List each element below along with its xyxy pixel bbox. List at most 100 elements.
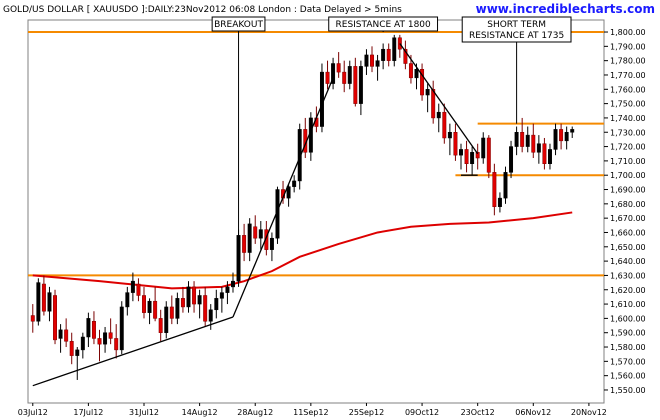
candle [231, 272, 235, 293]
y-tick-label: 1,710.00 [610, 157, 646, 166]
candle [442, 103, 447, 144]
candle-body [319, 71, 324, 127]
candle [125, 286, 130, 316]
x-tick-label: 17Jul12 [73, 408, 103, 417]
candle [470, 146, 475, 176]
y-tick-label: 1,580.00 [610, 343, 646, 352]
y-tick-label: 1,690.00 [610, 186, 646, 195]
candle-body [425, 89, 430, 96]
candle [548, 143, 552, 170]
candle-body [225, 286, 230, 293]
candle [275, 186, 280, 244]
candle [108, 318, 113, 345]
candle-body [114, 338, 119, 351]
candle-body [381, 48, 386, 61]
candle [447, 123, 452, 156]
candle [114, 324, 119, 359]
annotation-text: BREAKOUT [214, 20, 263, 30]
candle [497, 192, 502, 213]
candle-body [142, 295, 146, 313]
candle [420, 63, 425, 101]
candle [186, 281, 191, 313]
candle [331, 57, 336, 90]
candle [53, 289, 57, 345]
x-tick-label: 06Nov12 [515, 408, 551, 417]
candle-body [169, 306, 174, 319]
y-tick-label: 1,720.00 [610, 143, 646, 152]
y-tick-label: 1,750.00 [610, 100, 646, 109]
x-tick-label: 09Oct12 [405, 408, 439, 417]
candle [136, 278, 141, 302]
candle-body [119, 306, 124, 351]
candle [459, 143, 463, 170]
candle [520, 117, 525, 153]
candle [286, 183, 291, 207]
chart-title: GOLD/US DOLLAR [ XAUUSDO ]:DAILY:23Nov20… [3, 5, 402, 15]
candle [164, 301, 169, 339]
candle-body [258, 229, 263, 239]
candle-body [370, 54, 374, 67]
candle [559, 123, 564, 150]
candle-body [208, 309, 213, 322]
candle-body [86, 318, 91, 338]
y-tick-label: 1,730.00 [610, 128, 646, 137]
site-name[interactable]: www.incrediblecharts.com [476, 2, 655, 16]
candle [86, 312, 91, 348]
candle-body [403, 48, 408, 64]
annotation-text: RESISTANCE AT 1735 [469, 31, 564, 41]
candle-body [525, 134, 530, 147]
candle [80, 332, 85, 359]
candle [253, 215, 258, 244]
candle-body [559, 129, 564, 142]
candle-body [464, 149, 469, 165]
candle-body [342, 71, 347, 84]
candle [375, 54, 380, 81]
candle-body [80, 336, 85, 351]
candle [397, 34, 402, 58]
x-tick-label: 14Aug12 [182, 408, 218, 417]
y-tick-label: 1,670.00 [610, 214, 646, 223]
candle [481, 132, 486, 164]
candle-body [175, 298, 180, 319]
candle [58, 324, 63, 353]
candle [225, 281, 230, 305]
y-tick-label: 1,600.00 [610, 314, 646, 323]
candle-body [91, 321, 96, 339]
candle-body [514, 132, 519, 147]
trendline [32, 316, 234, 387]
candle-body [481, 137, 486, 159]
candle-body [459, 149, 463, 156]
candle-body [364, 54, 369, 67]
candle [364, 49, 369, 75]
candle-body [214, 298, 219, 311]
y-tick-label: 1,700.00 [610, 171, 646, 180]
candle-body [570, 129, 575, 133]
candle [475, 143, 480, 170]
candle-body [197, 295, 202, 305]
candle [192, 281, 197, 313]
candle [381, 43, 386, 70]
candle-body [136, 283, 141, 296]
candle-body [353, 66, 358, 104]
candle-body [180, 298, 185, 308]
candle-body [325, 71, 330, 84]
x-tick-label: 03Jul12 [18, 408, 48, 417]
x-tick-label: 31Jul12 [129, 408, 159, 417]
annotations: BREAKOUT RESISTANCE AT 1800 SHORT TERMRESI… [211, 16, 572, 279]
candle-body [375, 60, 380, 67]
annotation-resistance-1800: RESISTANCE AT 1800 [328, 16, 439, 33]
candle-body [509, 146, 514, 173]
candle-body [414, 69, 419, 79]
annotation-text: SHORT TERM [487, 20, 546, 30]
candle [453, 123, 458, 161]
candle-body [436, 111, 441, 119]
candle-body [153, 300, 158, 319]
candle-body [64, 329, 69, 342]
candle-body [292, 180, 297, 187]
candle [158, 309, 163, 342]
y-tick-label: 1,550.00 [610, 386, 646, 395]
candle-body [392, 37, 397, 61]
candle-body [486, 137, 491, 173]
candle [553, 123, 558, 156]
candle-body [103, 332, 108, 345]
